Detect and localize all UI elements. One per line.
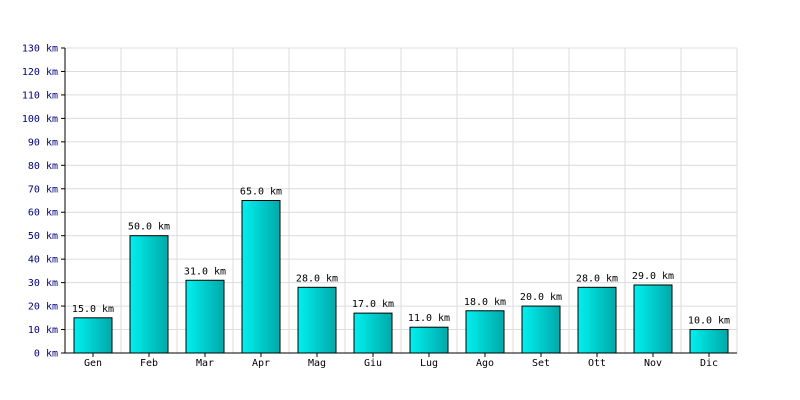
x-tick-label: Lug [420,358,438,369]
y-tick-label: 110 km [22,90,58,101]
y-tick-label: 40 km [28,255,58,266]
y-tick-label: 90 km [28,137,58,148]
data-label: 20.0 km [520,292,562,303]
data-label: 10.0 km [688,316,730,327]
bar-mag [297,286,337,354]
grid-lines [65,47,738,353]
data-label: 28.0 km [576,273,618,284]
x-tick-label: Dic [700,358,718,369]
bar-ott [577,286,617,354]
bar-lug [409,326,449,354]
y-tick-label: 80 km [28,161,58,172]
bars [73,200,729,354]
data-label: 11.0 km [408,313,450,324]
bar-gen [73,317,113,354]
x-tick-label: Giu [364,358,382,369]
data-label: 28.0 km [296,273,338,284]
bar-dic [689,329,729,354]
x-tick-label: Set [532,358,550,369]
data-label: 65.0 km [240,187,282,198]
labels: 0 km 10 km 20 km 30 km 40 km 50 km 60 km 70 km 8… [22,44,730,370]
x-tick-label: Apr [252,358,270,369]
x-tick-label: Ago [476,358,494,369]
y-tick-label: 100 km [22,114,58,125]
bar-mar [185,279,225,354]
y-tick-label: 120 km [22,67,58,78]
x-tick-label: Nov [644,358,662,369]
bar-set [521,305,561,354]
bar-nov [633,284,673,354]
y-tick-label: 60 km [28,208,58,219]
y-tick-label: 0 km [34,349,58,360]
data-label: 18.0 km [464,297,506,308]
data-label: 29.0 km [632,271,674,282]
data-label: 17.0 km [352,299,394,310]
bar-apr [241,200,281,354]
y-tick-label: 70 km [28,184,58,195]
x-tick-label: Feb [140,358,158,369]
y-tick-label: 10 km [28,325,58,336]
data-label: 50.0 km [128,222,170,233]
y-tick-label: 30 km [28,278,58,289]
y-tick-label: 50 km [28,231,58,242]
x-tick-label: Gen [84,358,102,369]
x-tick-label: Mar [196,358,214,369]
y-tick-label: 130 km [22,44,58,55]
axes [61,47,737,357]
x-tick-label: Ott [588,358,606,369]
bar-giu [353,312,393,354]
bar-feb [129,235,169,354]
bar-ago [465,310,505,354]
data-label: 15.0 km [72,304,114,315]
data-label: 31.0 km [184,266,226,277]
x-tick-label: Mag [308,358,326,369]
y-tick-label: 20 km [28,302,58,313]
